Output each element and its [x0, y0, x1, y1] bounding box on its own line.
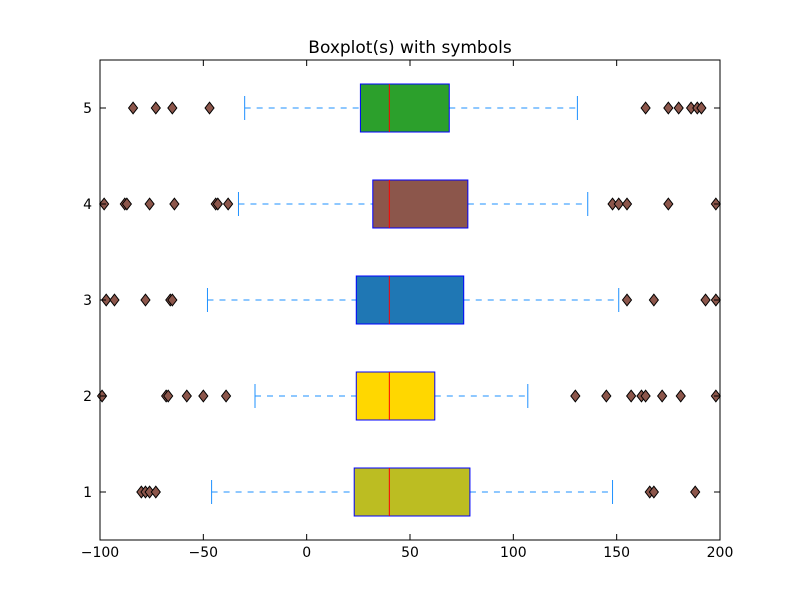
- flier-point: [640, 389, 651, 403]
- flier-point: [212, 197, 223, 211]
- x-tick-label: −50: [189, 545, 219, 561]
- flier-point: [648, 485, 659, 499]
- y-tick-label: 1: [83, 485, 92, 501]
- flier-point: [601, 389, 612, 403]
- flier-point: [621, 197, 633, 211]
- box-group-2: [96, 371, 721, 421]
- y-tick-label: 2: [83, 389, 92, 405]
- flier-point: [696, 101, 707, 115]
- chart-title: Boxplot(s) with symbols: [308, 38, 512, 58]
- flier-point: [127, 101, 139, 115]
- box-iqr: [372, 179, 469, 229]
- flier-point: [204, 101, 215, 115]
- flier-point: [167, 293, 178, 307]
- flier-point: [648, 293, 659, 307]
- flier-point: [220, 389, 232, 403]
- box-iqr: [355, 371, 436, 421]
- flier-point: [657, 389, 668, 403]
- x-tick-label: 150: [603, 545, 630, 561]
- flier-point: [675, 389, 686, 403]
- y-tick-label: 3: [83, 293, 92, 309]
- flier-point: [663, 197, 674, 211]
- flier-point: [167, 101, 178, 115]
- x-tick-label: 100: [500, 545, 527, 561]
- box-group-1: [136, 467, 701, 517]
- flier-point: [626, 389, 637, 403]
- box-iqr: [353, 467, 471, 517]
- box-group-5: [127, 83, 707, 133]
- flier-point: [150, 101, 161, 115]
- box-iqr: [355, 275, 465, 325]
- flier-point: [621, 293, 633, 307]
- flier-point: [613, 197, 624, 211]
- flier-point: [570, 389, 581, 403]
- flier-point: [169, 197, 180, 211]
- y-tick-label: 5: [83, 101, 92, 117]
- flier-point: [223, 197, 234, 211]
- flier-point: [150, 485, 161, 499]
- flier-point: [144, 197, 155, 211]
- x-tick-label: −100: [81, 545, 119, 561]
- flier-point: [663, 101, 674, 115]
- box-group-3: [101, 275, 721, 325]
- x-tick-label: 50: [401, 545, 419, 561]
- flier-point: [690, 485, 701, 499]
- x-tick-label: 0: [302, 545, 311, 561]
- flier-point: [163, 389, 174, 403]
- flier-point: [140, 293, 151, 307]
- flier-point: [109, 293, 120, 307]
- flier-point: [640, 101, 651, 115]
- flier-point: [121, 197, 132, 211]
- x-tick-label: 200: [707, 545, 734, 561]
- plot-frame: [99, 59, 721, 541]
- y-tick-label: 4: [83, 197, 92, 213]
- flier-point: [101, 293, 112, 307]
- flier-point: [198, 389, 209, 403]
- flier-point: [673, 101, 684, 115]
- flier-point: [700, 293, 711, 307]
- flier-point: [181, 389, 192, 403]
- box-iqr: [359, 83, 450, 133]
